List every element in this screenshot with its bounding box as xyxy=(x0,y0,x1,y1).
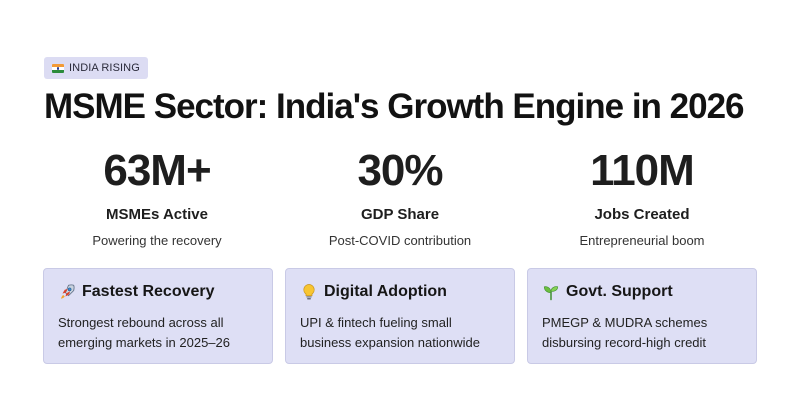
india-rising-badge: INDIA RISING xyxy=(44,57,148,79)
card-govt-support: Govt. Support PMEGP & MUDRA schemes disb… xyxy=(527,268,757,364)
stat-value: 30% xyxy=(357,146,443,195)
page-title: MSME Sector: India's Growth Engine in 20… xyxy=(44,87,745,126)
card-fastest-recovery: Fastest Recovery Strongest rebound acros… xyxy=(43,268,273,364)
rocket-icon xyxy=(58,283,76,301)
stat-label: GDP Share xyxy=(360,206,440,223)
card-text: PMEGP & MUDRA schemes disbursing record-… xyxy=(542,315,708,350)
lightbulb-icon xyxy=(300,283,318,301)
card-title: Govt. Support xyxy=(566,283,673,300)
stat-value: 63M+ xyxy=(103,146,211,195)
stat-value: 110M xyxy=(590,146,695,195)
badge-label: INDIA RISING xyxy=(69,62,140,74)
stat-label: Jobs Created xyxy=(594,206,690,223)
stat-subtitle: Post-COVID contribution xyxy=(328,233,472,248)
card-text: Strongest rebound across all emerging ma… xyxy=(58,315,230,350)
card-title: Digital Adoption xyxy=(324,283,447,300)
stat-gdp-share: 30% GDP Share Post-COVID contribution xyxy=(285,144,515,248)
seedling-icon xyxy=(542,283,560,301)
stat-subtitle: Entrepreneurial boom xyxy=(579,233,705,248)
stat-label: MSMEs Active xyxy=(106,206,208,223)
card-text: UPI & fintech fueling small business exp… xyxy=(300,315,480,350)
stat-subtitle: Powering the recovery xyxy=(92,233,222,248)
india-flag-icon xyxy=(52,63,64,73)
stat-jobs-created: 110M Jobs Created Entrepreneurial boom xyxy=(527,144,757,248)
stat-msmes-active: 63M+ MSMEs Active Powering the recovery xyxy=(42,144,272,248)
card-digital-adoption: Digital Adoption UPI & fintech fueling s… xyxy=(285,268,515,364)
card-title: Fastest Recovery xyxy=(82,283,215,300)
